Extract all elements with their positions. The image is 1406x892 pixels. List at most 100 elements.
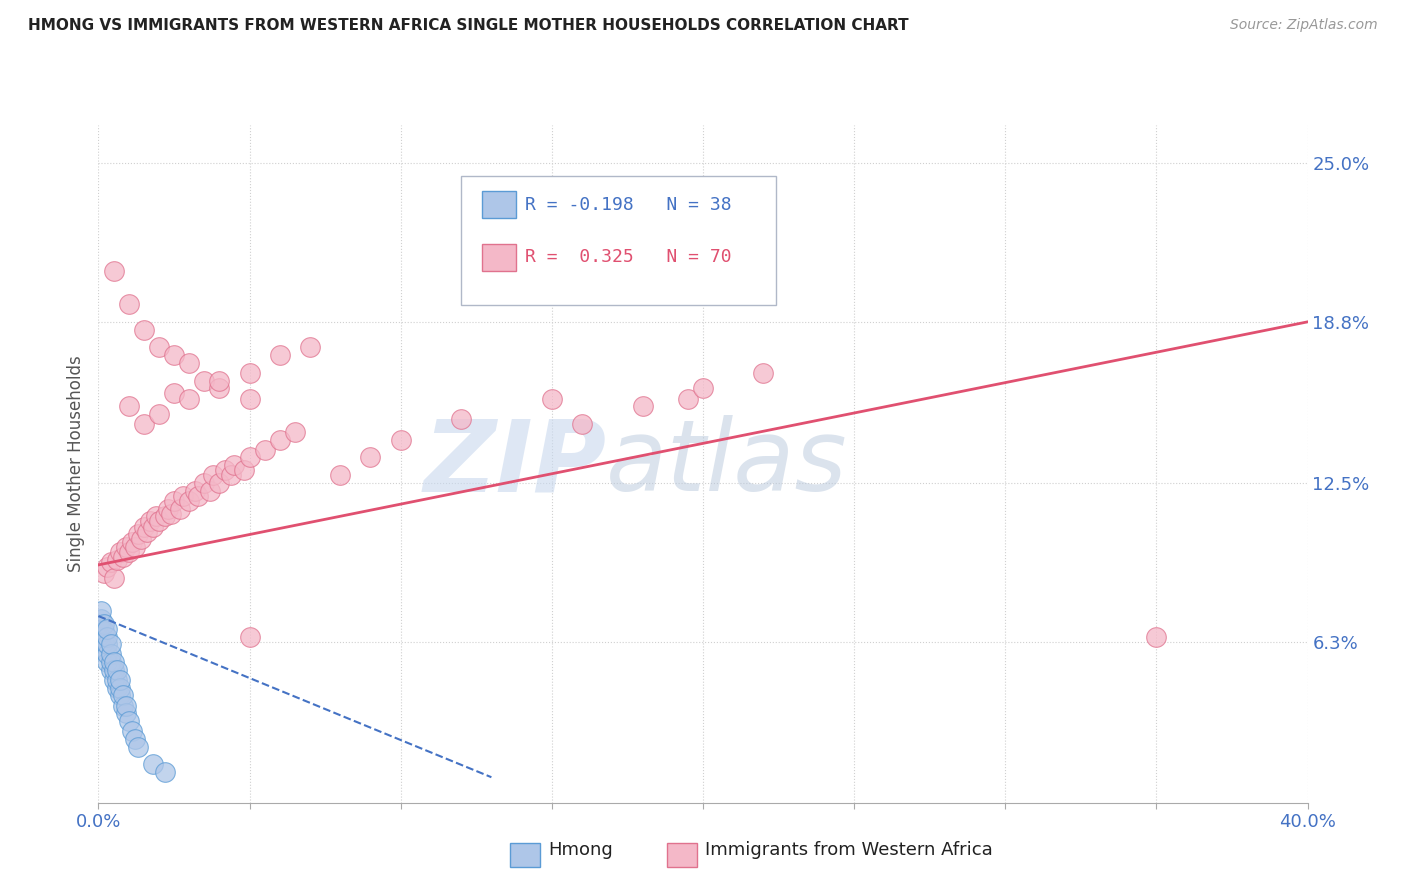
Point <box>676 392 699 406</box>
Point <box>148 341 170 355</box>
Point <box>103 655 125 669</box>
Point <box>177 494 201 508</box>
Point <box>127 739 149 754</box>
Point <box>96 560 118 574</box>
Point <box>1144 630 1167 644</box>
Point <box>200 483 222 498</box>
Point <box>202 468 225 483</box>
Point <box>163 494 186 508</box>
Text: Hmong: Hmong <box>548 841 613 859</box>
Point <box>108 681 131 695</box>
Point <box>450 412 472 426</box>
Text: atlas: atlas <box>606 416 848 512</box>
Point <box>114 698 136 713</box>
Point <box>224 458 246 472</box>
Point <box>232 463 254 477</box>
Point <box>253 442 276 457</box>
Point <box>284 425 307 439</box>
Point <box>239 366 262 380</box>
Point <box>172 489 194 503</box>
Point <box>93 634 115 648</box>
Point <box>103 673 125 687</box>
Point <box>111 698 134 713</box>
Point <box>90 630 112 644</box>
Point <box>114 706 136 721</box>
Point <box>87 616 110 631</box>
Point <box>187 489 209 503</box>
Point <box>177 392 201 406</box>
Point <box>124 731 146 746</box>
Point <box>163 348 186 362</box>
Point <box>93 616 115 631</box>
Point <box>221 468 243 483</box>
Point <box>631 399 654 413</box>
Point <box>90 622 112 636</box>
Text: ZIP: ZIP <box>423 416 606 512</box>
Point <box>329 468 352 483</box>
Point <box>153 765 176 780</box>
Point <box>96 630 118 644</box>
FancyBboxPatch shape <box>461 176 776 304</box>
Point <box>100 655 122 669</box>
Point <box>121 724 143 739</box>
Text: R = -0.198   N = 38: R = -0.198 N = 38 <box>526 196 733 214</box>
Point <box>239 392 262 406</box>
Point <box>148 515 170 529</box>
Point <box>100 648 122 662</box>
Point <box>160 507 183 521</box>
Point <box>540 392 562 406</box>
Point <box>105 673 128 687</box>
Point <box>96 655 118 669</box>
Point <box>193 476 215 491</box>
Point <box>139 515 162 529</box>
Y-axis label: Single Mother Households: Single Mother Households <box>66 356 84 572</box>
Point <box>132 417 155 432</box>
Text: Source: ZipAtlas.com: Source: ZipAtlas.com <box>1230 18 1378 32</box>
Point <box>118 714 141 728</box>
Point <box>114 540 136 554</box>
Point <box>269 348 291 362</box>
Point <box>111 689 134 703</box>
Point <box>87 630 110 644</box>
Point <box>103 263 125 277</box>
Point <box>184 483 207 498</box>
Point <box>118 399 141 413</box>
Point <box>103 663 125 677</box>
Point <box>96 648 118 662</box>
Point <box>118 545 141 559</box>
Point <box>90 604 112 618</box>
Bar <box>482 244 516 270</box>
Point <box>177 356 201 370</box>
Point <box>93 566 115 580</box>
Point <box>93 624 115 639</box>
Text: R =  0.325   N = 70: R = 0.325 N = 70 <box>526 248 733 266</box>
Bar <box>666 844 697 867</box>
Point <box>145 509 167 524</box>
Point <box>135 524 157 539</box>
Point <box>90 612 112 626</box>
Point <box>163 386 186 401</box>
Point <box>142 757 165 772</box>
Point <box>156 501 179 516</box>
Point <box>129 533 152 547</box>
Point <box>299 341 322 355</box>
Point <box>127 527 149 541</box>
Point <box>111 550 134 565</box>
Point <box>153 509 176 524</box>
Point <box>239 630 262 644</box>
Point <box>100 555 122 569</box>
Bar <box>509 844 540 867</box>
Point <box>118 297 141 311</box>
Point <box>692 381 714 395</box>
Point <box>105 553 128 567</box>
Point <box>389 433 412 447</box>
Point <box>96 637 118 651</box>
Point <box>105 663 128 677</box>
Point <box>752 366 775 380</box>
Point <box>105 681 128 695</box>
Point <box>208 374 231 388</box>
Point <box>108 689 131 703</box>
Point <box>108 673 131 687</box>
Point <box>108 545 131 559</box>
Point <box>208 476 231 491</box>
